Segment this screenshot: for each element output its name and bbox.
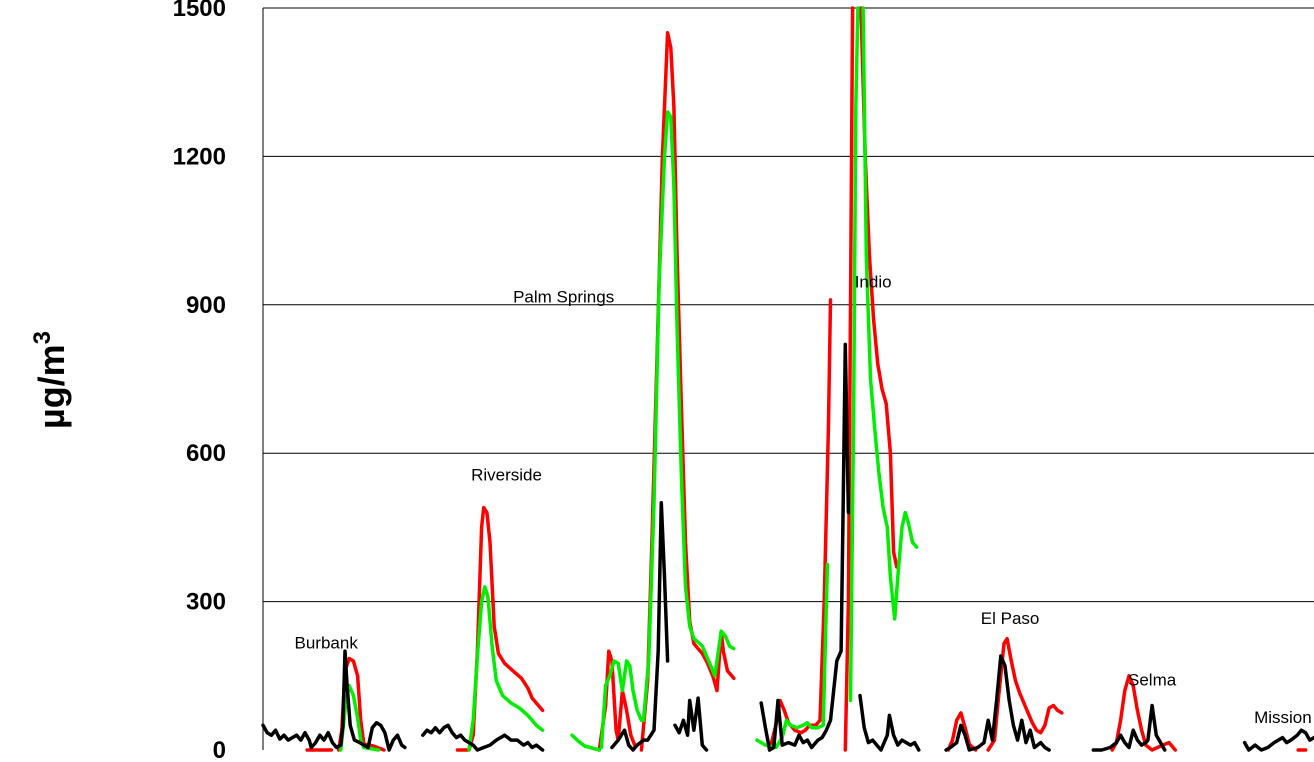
y-axis-title-text: µg/m	[31, 344, 72, 429]
annotation-selma: Selma	[1128, 671, 1177, 690]
series-red-segment-9	[986, 636, 1064, 752]
y-tick-label-1500: 1500	[173, 0, 226, 22]
series-black-segment-7	[1091, 703, 1167, 752]
series-black-segment-1	[421, 723, 545, 752]
series-red	[305, 6, 1308, 752]
series-green-segment-2	[570, 733, 602, 752]
series-black	[261, 342, 1314, 752]
series-black-segment-6	[944, 654, 1051, 752]
annotation-palm-springs: Palm Springs	[513, 287, 614, 306]
y-axis-title-superscript: 3	[29, 331, 56, 344]
series-black-segment-5	[858, 693, 921, 752]
series-red-segment-5	[767, 298, 833, 752]
series-black-segment-2	[610, 500, 670, 752]
y-tick-label-600: 600	[186, 440, 226, 467]
annotation-riverside: Riverside	[471, 465, 542, 484]
series-green-segment-4	[641, 110, 736, 723]
series-green	[339, 6, 919, 752]
station-annotations: Burbank Riverside Palm Springs Indio El Paso…	[295, 273, 1312, 727]
series-green-segment-7	[861, 6, 919, 621]
y-tick-label-1200: 1200	[173, 143, 226, 170]
annotation-el-paso: El Paso	[981, 609, 1040, 628]
y-tick-label-900: 900	[186, 292, 226, 319]
series-black-segment-0	[261, 649, 407, 752]
annotation-burbank: Burbank	[295, 634, 359, 653]
annotation-indio: Indio	[855, 273, 892, 292]
y-tick-labels: 0 300 600 900 1200 1500	[173, 0, 226, 762]
gridlines	[262, 7, 1314, 750]
series-green-segment-5	[755, 562, 830, 750]
series-black-segment-8	[1242, 728, 1314, 752]
svg-text:µg/m3: µg/m3	[29, 331, 72, 429]
y-tick-label-300: 300	[186, 589, 226, 616]
series-black-segment-4	[759, 342, 851, 752]
y-tick-label-0: 0	[213, 737, 226, 762]
series-green-segment-6	[848, 6, 860, 703]
series-lines	[261, 6, 1314, 752]
series-green-segment-3	[599, 659, 644, 750]
series-green-segment-1	[467, 585, 545, 752]
series-black-segment-3	[673, 696, 709, 752]
series-red-segment-2	[455, 505, 545, 752]
series-red-segment-6	[843, 6, 855, 752]
y-axis-title: µg/m3	[29, 331, 72, 429]
annotation-mission: Mission	[1254, 708, 1312, 727]
